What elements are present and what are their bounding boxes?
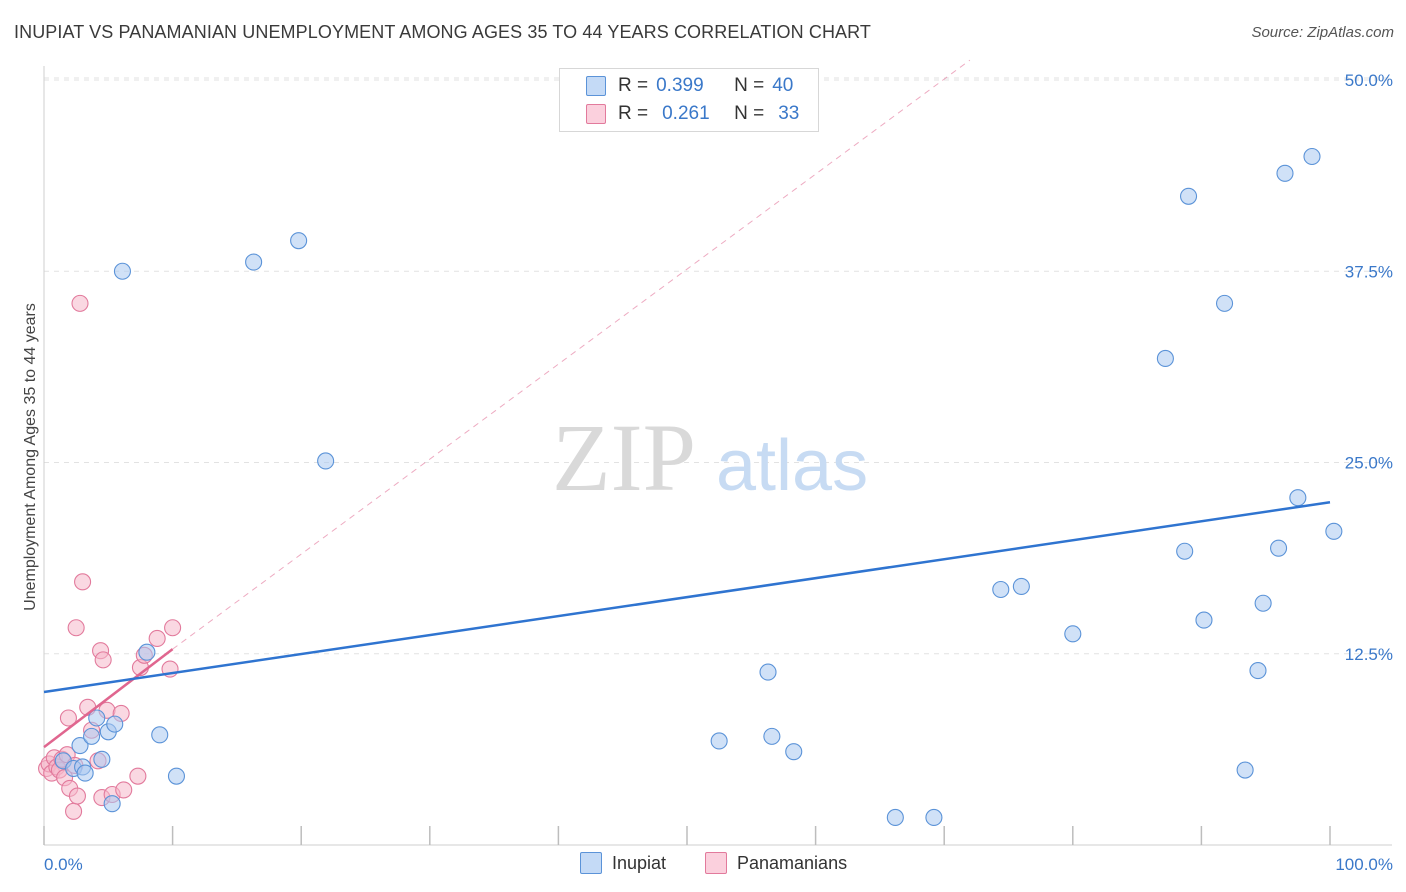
data-point-inupiat: [167, 767, 186, 785]
data-point-inupiat: [1215, 294, 1234, 312]
bottom-legend-label-inupiat: Inupiat: [612, 852, 667, 873]
x-tick-label: 0.0%: [44, 855, 83, 874]
data-point-inupiat: [1289, 489, 1307, 507]
legend-r-label: R =: [618, 75, 649, 96]
data-point-panamanians: [67, 619, 85, 637]
series-inupiat: [54, 147, 1343, 827]
data-point-panamanians: [68, 787, 86, 805]
bottom-legend-label-panamanians: Panamanians: [737, 852, 848, 873]
data-point-inupiat: [93, 750, 111, 768]
data-point-inupiat: [83, 727, 101, 745]
data-point-panamanians: [65, 802, 83, 820]
data-point-inupiat: [103, 795, 121, 813]
watermark-zip: ZIP: [552, 404, 696, 511]
data-point-panamanians: [74, 573, 92, 591]
bottom-legend-swatch-panamanians: [705, 852, 727, 874]
data-point-inupiat: [710, 732, 728, 750]
data-point-inupiat: [992, 580, 1010, 599]
y-tick-label: 12.5%: [1345, 645, 1393, 664]
data-point-inupiat: [1270, 539, 1288, 557]
data-point-inupiat: [1176, 542, 1194, 560]
legend-n-value: 40: [772, 75, 794, 96]
legend-row-panamanians: R = 0.261 N = 33: [586, 101, 799, 127]
bottom-legend-panamanians: Panamanians: [705, 852, 847, 874]
trend-line-panamanians-extended: [172, 59, 971, 650]
watermark-atlas: atlas: [716, 426, 868, 506]
data-point-inupiat: [1303, 147, 1321, 166]
y-tick-label: 25.0%: [1345, 454, 1393, 473]
bottom-legend-swatch-inupiat: [580, 852, 602, 874]
legend-n-label: N =: [734, 75, 765, 96]
data-point-panamanians: [129, 767, 147, 785]
legend-n-label: N =: [734, 103, 765, 124]
data-point-inupiat: [88, 709, 106, 727]
legend-r-label: R =: [618, 103, 649, 124]
tick-labels: 12.5% 25.0% 37.5% 50.0% 0.0% 100.0%: [44, 71, 1393, 874]
trend-lines: [43, 59, 1331, 749]
trend-line-panamanians: [43, 648, 174, 749]
legend-r-value: 0.399: [656, 75, 704, 96]
y-tick-label: 37.5%: [1345, 262, 1393, 281]
data-point-inupiat: [138, 643, 156, 661]
grid-lines: [44, 77, 1392, 655]
legend-r-value: 0.261: [662, 103, 710, 124]
y-axis-title: Unemployment Among Ages 35 to 44 years: [22, 303, 39, 611]
data-point-inupiat: [1195, 611, 1213, 629]
data-point-inupiat: [886, 808, 904, 827]
legend-row-inupiat: R = 0.399 N = 40: [586, 73, 793, 99]
data-point-inupiat: [1156, 349, 1174, 368]
y-tick-label: 50.0%: [1345, 71, 1393, 90]
data-point-inupiat: [76, 764, 94, 782]
data-point-inupiat: [1254, 594, 1272, 612]
legend-swatch-inupiat: [586, 76, 606, 96]
data-point-inupiat: [763, 727, 781, 745]
data-point-inupiat: [245, 253, 263, 271]
data-point-panamanians: [71, 294, 89, 312]
data-point-inupiat: [290, 232, 308, 250]
data-point-inupiat: [1325, 522, 1343, 540]
data-point-panamanians: [59, 709, 77, 727]
data-point-inupiat: [759, 663, 777, 681]
data-point-panamanians: [94, 651, 112, 669]
bottom-legend: Inupiat Panamanians: [0, 852, 1406, 878]
data-point-inupiat: [785, 743, 803, 761]
chart-title: INUPIAT VS PANAMANIAN UNEMPLOYMENT AMONG…: [14, 22, 872, 42]
data-point-inupiat: [1276, 164, 1294, 182]
data-point-inupiat: [151, 726, 169, 744]
watermark: ZIP atlas: [552, 404, 868, 511]
trend-line-inupiat: [43, 501, 1331, 694]
data-point-panamanians: [164, 619, 182, 637]
data-point-panamanians: [115, 781, 133, 799]
axes: [43, 66, 1392, 846]
data-point-inupiat: [1236, 761, 1254, 779]
source-label: Source: ZipAtlas.com: [1251, 24, 1394, 41]
data-point-inupiat: [1012, 577, 1030, 595]
data-point-inupiat: [113, 262, 131, 280]
bottom-legend-inupiat: Inupiat: [580, 852, 666, 874]
legend-n-value: 33: [778, 103, 800, 124]
x-tick-label: 100.0%: [1335, 855, 1393, 874]
data-point-inupiat: [1249, 662, 1267, 680]
data-point-inupiat: [106, 715, 124, 733]
data-point-inupiat: [925, 808, 943, 827]
data-point-panamanians: [148, 629, 166, 648]
data-point-inupiat: [1064, 625, 1082, 643]
legend: R = 0.399 N = 40 R = 0.261 N = 33: [559, 68, 819, 132]
data-point-inupiat: [317, 452, 335, 470]
legend-swatch-panamanians: [586, 104, 606, 124]
data-point-inupiat: [1179, 187, 1198, 205]
data-point-inupiat: [71, 736, 89, 755]
